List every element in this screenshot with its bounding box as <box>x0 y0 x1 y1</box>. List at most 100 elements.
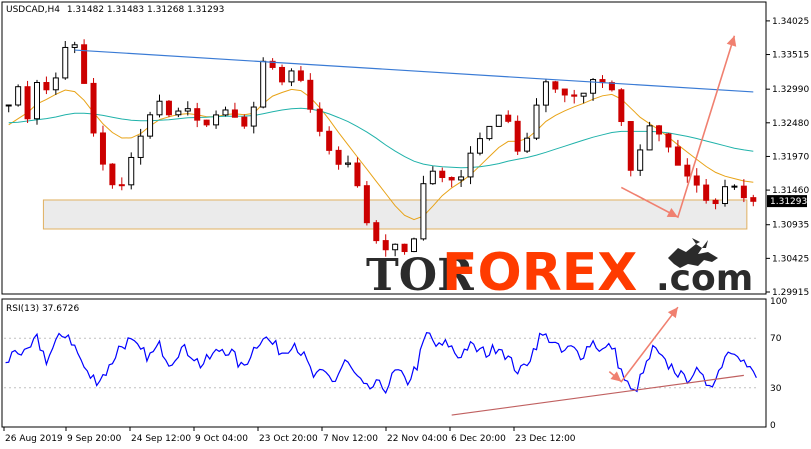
candle <box>231 102 238 118</box>
candle <box>401 243 408 255</box>
candle <box>81 39 88 84</box>
price-tick-label: 1.29915 <box>772 288 809 298</box>
rsi-label: RSI(13) 37.6726 <box>6 304 79 314</box>
logo-text-com: .com <box>656 258 753 299</box>
candle <box>90 77 97 137</box>
candle <box>618 88 625 126</box>
price-tick-label: 1.34025 <box>772 17 809 27</box>
candle <box>363 181 370 226</box>
time-tick-label: 23 Oct 20:00 <box>259 434 318 444</box>
candle <box>410 237 417 253</box>
candle <box>24 80 31 123</box>
price-tick-label: 1.31970 <box>772 152 809 162</box>
candle <box>514 115 521 155</box>
candle <box>656 124 663 142</box>
candle <box>712 198 719 210</box>
candle <box>627 121 634 177</box>
moving-average-fast <box>8 88 754 221</box>
candle <box>750 194 757 207</box>
price-tick-label: 1.30425 <box>772 254 809 264</box>
candle <box>269 58 276 70</box>
candle <box>674 139 681 166</box>
price-tick-label: 1.30935 <box>772 221 809 231</box>
candle <box>524 132 531 154</box>
logo-text-tor: TOR <box>366 250 474 301</box>
candle <box>740 179 747 203</box>
projection-arrow-dip-head <box>666 208 678 218</box>
candle <box>165 100 172 118</box>
candle <box>533 98 540 141</box>
candle <box>5 104 12 113</box>
candle <box>203 119 210 128</box>
candle <box>731 184 738 190</box>
candle <box>561 88 568 103</box>
candle <box>137 128 144 165</box>
candle <box>194 102 201 128</box>
candle <box>703 179 710 204</box>
candle <box>448 176 455 188</box>
candle <box>118 177 125 191</box>
price-tick-label: 1.32480 <box>772 119 809 129</box>
candle <box>260 57 267 109</box>
candle <box>458 169 465 187</box>
candle <box>297 66 304 83</box>
candle <box>392 243 399 257</box>
chart-header: USDCAD,H4 1.31482 1.31483 1.31268 1.3129… <box>6 5 224 15</box>
candle <box>99 125 106 171</box>
candle <box>542 78 549 113</box>
price-tick-label: 1.33515 <box>772 51 809 61</box>
header-ohlc: 1.31482 1.31483 1.31268 1.31293 <box>67 5 224 15</box>
rsi-tick-label: 70 <box>770 334 782 344</box>
time-tick-label: 9 Oct 04:00 <box>195 434 248 444</box>
candle <box>52 72 59 95</box>
candle <box>382 234 389 257</box>
candle <box>33 79 40 125</box>
candle <box>184 101 191 116</box>
rsi-line <box>5 332 757 395</box>
candle <box>316 102 323 137</box>
candle <box>373 220 380 244</box>
candle <box>665 132 672 153</box>
rsi-tick-label: 30 <box>770 384 782 394</box>
rsi-panel-frame <box>1 298 767 428</box>
time-tick-label: 26 Aug 2019 <box>5 434 63 444</box>
candle <box>222 106 229 117</box>
candle <box>552 80 559 93</box>
time-tick-label: 22 Nov 04:00 <box>387 434 448 444</box>
candle <box>15 84 22 107</box>
candle <box>693 168 700 193</box>
candle <box>62 40 69 80</box>
candle <box>420 175 427 241</box>
candle <box>467 146 474 185</box>
time-tick-label: 9 Sep 20:00 <box>67 434 122 444</box>
candle <box>279 64 286 86</box>
time-tick-label: 6 Dec 20:00 <box>451 434 506 444</box>
candle <box>71 41 78 54</box>
rsi-support-trendline <box>451 374 744 416</box>
projection-arrow-head <box>726 35 737 47</box>
candle <box>646 121 653 151</box>
candle <box>335 146 342 170</box>
candle <box>571 89 578 104</box>
price-tick-label: 1.32990 <box>772 85 809 95</box>
candle <box>213 110 220 129</box>
candle <box>128 152 135 190</box>
candle <box>250 101 257 134</box>
time-tick-label: 23 Dec 12:00 <box>515 434 576 444</box>
candle <box>147 111 154 139</box>
candle <box>439 167 446 183</box>
candle <box>43 76 50 95</box>
candle <box>156 94 163 118</box>
candle <box>241 114 248 129</box>
candle <box>109 163 116 189</box>
rsi-tick-label: 0 <box>770 421 776 431</box>
time-tick-label: 7 Nov 12:00 <box>323 434 378 444</box>
candle <box>429 166 436 185</box>
rsi-tick-label: 100 <box>770 297 787 307</box>
current-price-label: 1.31293 <box>770 197 807 207</box>
support-zone <box>42 199 748 230</box>
candle <box>637 144 644 176</box>
candle <box>288 68 295 87</box>
projection-arrow <box>620 35 736 219</box>
